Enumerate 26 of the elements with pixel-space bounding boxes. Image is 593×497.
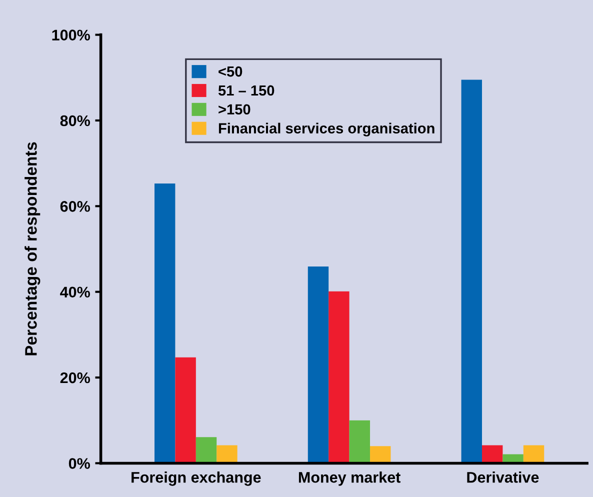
bar (349, 420, 370, 464)
bar (370, 446, 391, 464)
y-tick-label: 100% (52, 30, 90, 40)
legend-label: Financial services organisation (218, 122, 434, 136)
bar (308, 266, 329, 464)
bar (502, 454, 524, 464)
x-tick-label: Foreign exchange (132, 472, 261, 486)
bar (216, 445, 238, 464)
y-tick-label: 20% (60, 372, 90, 384)
bar (154, 183, 176, 464)
bar (196, 437, 217, 464)
x-tick-label: Derivative (467, 472, 539, 483)
bar (461, 80, 482, 464)
y-tick-label: 60% (60, 201, 90, 212)
x-tick-label: Money market (298, 472, 400, 486)
legend-label: 51 – 150 (218, 85, 274, 96)
legend-label: <50 (218, 66, 242, 77)
y-tick-label: 80% (60, 115, 90, 126)
y-tick-label: 40% (60, 286, 90, 298)
bar (175, 357, 196, 464)
bar (523, 445, 544, 464)
y-axis-title: Percentage of respondents (24, 142, 40, 356)
bar (482, 445, 503, 464)
bar (328, 291, 350, 464)
legend-label: >150 (218, 104, 250, 115)
y-tick-label: 0% (68, 458, 90, 469)
